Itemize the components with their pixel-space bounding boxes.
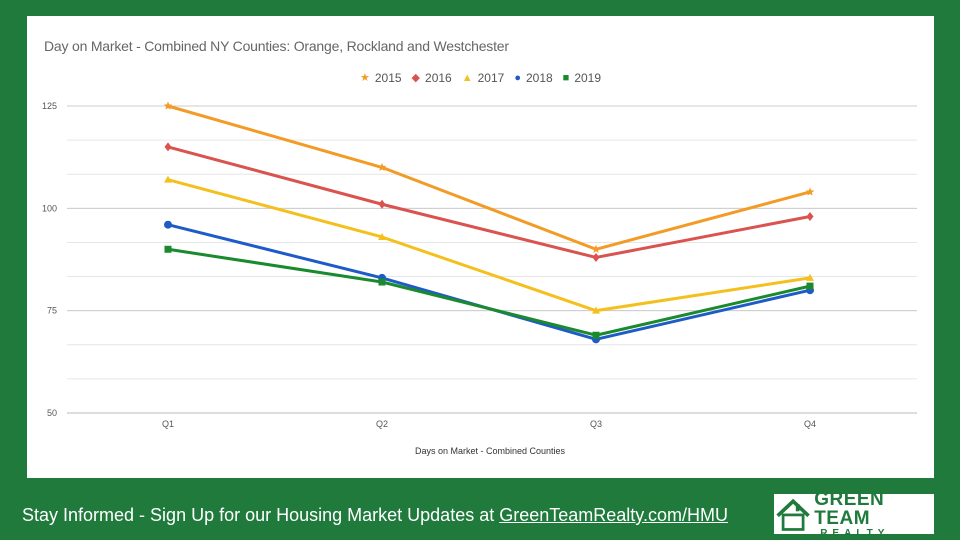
data-point xyxy=(164,175,172,183)
y-tick-label: 100 xyxy=(42,203,57,213)
x-axis-label: Days on Market - Combined Counties xyxy=(415,446,566,456)
line-chart: 50 75 100 125 Q1 Q2 Q3 Q4 Days on Market - Combi… xyxy=(42,101,917,456)
data-point xyxy=(378,278,386,286)
y-tick-label: 50 xyxy=(47,408,57,418)
legend-item[interactable]: ◆ 2016 xyxy=(412,71,452,85)
legend-marker-icon: ▲ xyxy=(461,71,473,84)
data-point xyxy=(806,273,814,281)
footer-banner: Stay Informed - Sign Up for our Housing … xyxy=(22,505,728,526)
series-2018 xyxy=(164,220,814,344)
legend-item[interactable]: ★ 2015 xyxy=(360,71,402,85)
legend-marker-icon: ■ xyxy=(562,71,570,84)
legend-item[interactable]: ● 2018 xyxy=(514,71,552,85)
legend-item[interactable]: ▲ 2017 xyxy=(462,71,505,85)
chart-title: Day on Market - Combined NY Counties: Or… xyxy=(44,38,509,54)
series-line xyxy=(167,104,811,251)
data-point xyxy=(164,245,172,253)
data-point xyxy=(164,142,172,152)
legend-label: 2019 xyxy=(574,71,602,85)
signup-link[interactable]: GreenTeamRealty.com/HMU xyxy=(499,505,728,525)
footer-message: Stay Informed - Sign Up for our Housing … xyxy=(22,505,500,525)
legend-label: 2018 xyxy=(525,71,553,85)
data-point xyxy=(591,244,601,253)
x-tick-label: Q3 xyxy=(590,419,602,429)
chart-legend: ★ 2015 ◆ 2016 ▲ 2017 ● 2018 ■ 2019 xyxy=(27,71,934,85)
data-point xyxy=(378,199,386,209)
y-tick-label: 75 xyxy=(47,306,57,316)
chart-panel: Day on Market - Combined NY Counties: Or… xyxy=(27,16,934,478)
data-point xyxy=(806,212,814,222)
legend-marker-icon: ★ xyxy=(359,71,370,84)
data-point xyxy=(164,220,172,229)
data-point xyxy=(806,282,814,290)
legend-item[interactable]: ■ 2019 xyxy=(563,71,601,85)
house-icon xyxy=(776,498,810,531)
data-point xyxy=(592,331,600,339)
series-2019 xyxy=(164,245,814,339)
legend-marker-icon: ● xyxy=(514,71,521,84)
series-2017 xyxy=(164,175,814,314)
data-point xyxy=(805,187,815,196)
legend-marker-icon: ◆ xyxy=(411,71,421,84)
series-2016 xyxy=(164,142,814,262)
x-tick-label: Q4 xyxy=(804,419,816,429)
legend-label: 2016 xyxy=(425,71,452,85)
company-logo: GREEN TEAM REALTY xyxy=(774,490,934,539)
data-point xyxy=(377,162,387,172)
legend-label: 2017 xyxy=(477,71,505,85)
data-point xyxy=(163,101,173,110)
logo-line-1: GREEN TEAM xyxy=(814,488,885,529)
data-point xyxy=(592,252,600,262)
x-tick-label: Q1 xyxy=(162,419,174,429)
data-point xyxy=(378,232,386,240)
x-tick-label: Q2 xyxy=(376,419,388,429)
data-point xyxy=(592,306,600,314)
legend-label: 2015 xyxy=(374,71,402,85)
y-tick-label: 125 xyxy=(42,101,57,111)
series-line xyxy=(167,145,811,259)
series-line xyxy=(167,247,811,337)
series-line xyxy=(167,178,811,313)
logo-line-2: REALTY xyxy=(820,527,890,539)
series-line xyxy=(167,223,811,341)
series-2015 xyxy=(163,101,815,253)
